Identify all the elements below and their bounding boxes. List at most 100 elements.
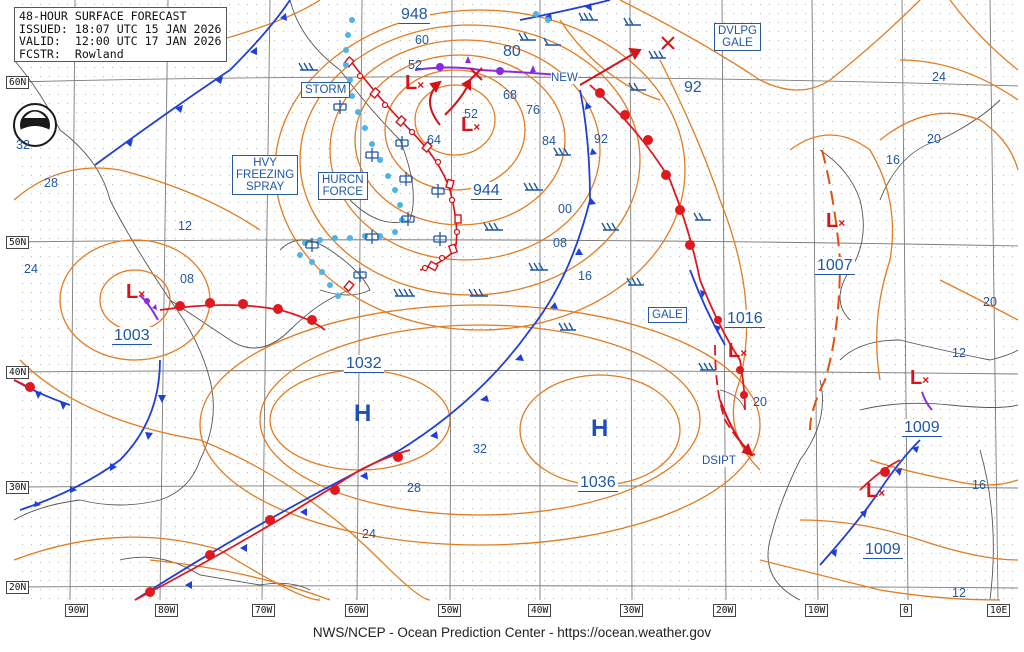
occluded-pips	[144, 56, 536, 310]
low-pressure-1009-south: 1009	[863, 541, 903, 559]
lon-label-20w: 20W	[713, 604, 737, 617]
developing-gale-warning-label: DVLPG GALE	[714, 23, 761, 51]
low-pressure-1016: 1016	[725, 310, 765, 328]
low-pressure-1009-north: 1009	[902, 419, 942, 437]
isobar-label: 52	[464, 107, 478, 121]
trough-line	[809, 149, 842, 431]
isobar-label: 60	[415, 33, 429, 47]
isobar-label: 28	[407, 481, 421, 495]
cold-front-east	[819, 439, 921, 566]
lat-label-50n: 50N	[6, 236, 30, 249]
storm-track-boxes	[343, 56, 462, 292]
warm-front-long	[134, 449, 411, 601]
low-pressure-944: 944	[471, 182, 502, 200]
hurcn-line-2: FORCE	[322, 186, 363, 198]
low-center-icon: L×	[461, 114, 481, 136]
isobar-label: 12	[178, 219, 192, 233]
low-center-icon: L×	[866, 480, 886, 502]
spray-line-3: SPRAY	[246, 181, 285, 193]
lon-label-0: 0	[900, 604, 912, 617]
low-pressure-1007: 1007	[815, 257, 855, 275]
dvlpg-line-1: DVLPG	[718, 25, 757, 37]
isobar-label: 20	[927, 132, 941, 146]
coastlines	[13, 0, 1019, 601]
hurricane-force-warning-label: HURCN FORCE	[318, 172, 368, 200]
low-center-icon: L×	[126, 281, 146, 303]
low-center-icon: L×	[405, 72, 425, 94]
isobar-label: 00	[558, 202, 572, 216]
lat-label-60n: 60N	[6, 76, 30, 89]
cold-front-gale	[689, 269, 726, 346]
noaa-logo	[13, 103, 57, 147]
low-center-icon: L×	[826, 210, 846, 232]
isobar-label: 24	[24, 262, 38, 276]
low-center-icon: L×	[910, 367, 930, 389]
isobar-label: 80	[503, 43, 521, 60]
isobar-label: 24	[932, 70, 946, 84]
header-line-valid: VALID: 12:00 UTC 17 JAN 2026	[19, 34, 222, 49]
isobar-label: 76	[526, 103, 540, 117]
new-low-annotation: NEW	[551, 72, 578, 84]
isobar-label: 08	[180, 272, 194, 286]
cold-front-west	[94, 0, 291, 166]
isobar-label: 24	[362, 527, 376, 541]
warm-front-east	[859, 459, 901, 491]
isobar-label: 16	[578, 269, 592, 283]
isobar-label: 16	[886, 153, 900, 167]
dissipating-annotation: DSIPT	[702, 455, 736, 467]
lon-label-80w: 80W	[155, 604, 179, 617]
spray-line-2: FREEZING	[236, 169, 295, 181]
wind-barbs	[298, 12, 716, 371]
x-marks	[469, 36, 675, 81]
lon-label-70w: 70W	[252, 604, 276, 617]
header-line-title: 48-HOUR SURFACE FORECAST	[19, 9, 187, 23]
isobar-label: 28	[44, 176, 58, 190]
lon-label-50w: 50W	[438, 604, 462, 617]
forecast-header: 48-HOUR SURFACE FORECAST ISSUED: 18:07 U…	[14, 7, 228, 63]
lat-label-30n: 30N	[6, 481, 30, 494]
gale-warning-label: GALE	[648, 307, 687, 323]
hurcn-line-1: HURCN	[322, 174, 364, 186]
isobar-label: 16	[972, 478, 986, 492]
isobar-label: 20	[983, 295, 997, 309]
lon-label-10e: 10E	[987, 604, 1011, 617]
storm-track-circles	[356, 72, 461, 272]
low-center-icon: L×	[728, 340, 748, 362]
spray-line-1: HVY	[253, 157, 277, 169]
lon-label-10w: 10W	[805, 604, 829, 617]
freezing-spray-symbols	[305, 100, 447, 282]
isobar-label: 12	[952, 586, 966, 600]
low-pressure-948: 948	[399, 6, 430, 24]
isobar-label: 64	[427, 133, 441, 147]
header-line-issued: ISSUED: 18:07 UTC 15 JAN 2026	[19, 21, 222, 36]
lon-label-40w: 40W	[528, 604, 552, 617]
low-pressure-1003: 1003	[112, 327, 152, 345]
high-pressure-1032: 1032	[344, 355, 384, 373]
lat-label-40n: 40N	[6, 366, 30, 379]
isobar-label: 32	[16, 138, 30, 152]
map-credit-footer: NWS/NCEP - Ocean Prediction Center - htt…	[312, 625, 712, 640]
motion-arrows	[429, 47, 754, 457]
warm-front-bumps	[25, 88, 890, 597]
lon-label-30w: 30W	[620, 604, 644, 617]
lon-label-60w: 60W	[345, 604, 369, 617]
cold-front-mid	[19, 359, 161, 511]
isobar-label: 32	[473, 442, 487, 456]
storm-warning-label: STORM	[301, 82, 351, 98]
isobar-label: 84	[542, 134, 556, 148]
lat-label-20n: 20N	[6, 581, 30, 594]
high-symbol-west: H	[354, 400, 372, 427]
high-pressure-1036: 1036	[578, 474, 618, 492]
cold-front-grl	[519, 0, 611, 21]
header-line-forecaster: FCSTR: Rowland	[19, 46, 124, 61]
isobar-label: 52	[408, 58, 422, 72]
dvlpg-line-2: GALE	[722, 37, 753, 49]
lon-label-90w: 90W	[65, 604, 89, 617]
isobar-label: 92	[594, 132, 608, 146]
freezing-spray-warning-label: HVY FREEZING SPRAY	[232, 155, 299, 195]
isobar-label: 20	[753, 395, 767, 409]
isobar-label: 92	[684, 79, 702, 96]
high-symbol-east: H	[591, 415, 609, 442]
isobar-label: 08	[553, 236, 567, 250]
